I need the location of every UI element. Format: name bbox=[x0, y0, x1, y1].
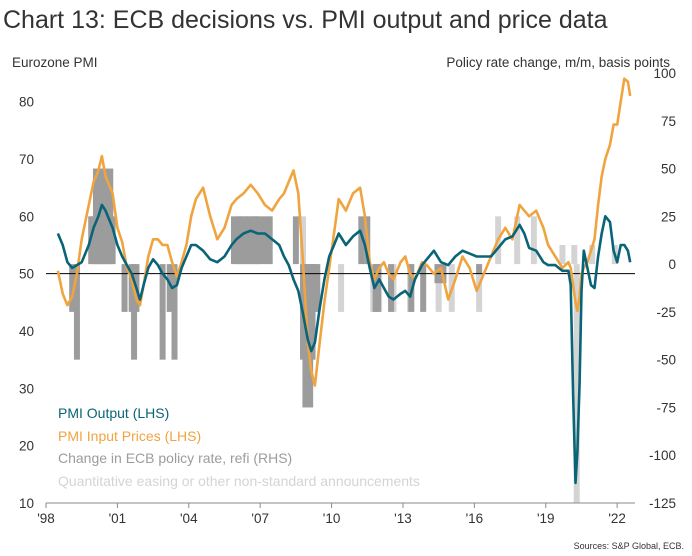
qe-bar-13 bbox=[571, 245, 578, 265]
x-tick-label: '01 bbox=[109, 511, 127, 526]
right-tick-label: -50 bbox=[656, 353, 676, 368]
right-tick-label: -25 bbox=[656, 305, 676, 320]
rate-bar-29 bbox=[292, 216, 299, 265]
rate-bar-37 bbox=[358, 216, 365, 265]
x-tick-label: '16 bbox=[466, 511, 484, 526]
right-tick-label: 25 bbox=[661, 209, 676, 224]
right-tick-label: -75 bbox=[656, 400, 676, 415]
source-note: Sources: S&P Global, ECB. bbox=[574, 541, 684, 551]
right-tick-label: -125 bbox=[649, 496, 676, 511]
x-tick-label: '98 bbox=[37, 511, 55, 526]
x-tick-label: '19 bbox=[537, 511, 555, 526]
right-tick-label: -100 bbox=[649, 448, 676, 463]
rate-bar-21 bbox=[238, 216, 245, 265]
rate-bar-26 bbox=[255, 216, 262, 265]
chart-title: Chart 13: ECB decisions vs. PMI output a… bbox=[3, 6, 608, 34]
rate-bar-34 bbox=[309, 264, 316, 360]
left-tick-label: 30 bbox=[19, 381, 34, 396]
legend-qe-announcements: Quantitative easing or other non-standar… bbox=[58, 473, 420, 489]
x-tick-label: '22 bbox=[608, 511, 626, 526]
right-axis-ticks: -125 -100 -75 -50 -25 0 25 50 75 100 bbox=[649, 66, 676, 511]
series-line-pmi-input-prices bbox=[56, 77, 632, 387]
rate-bar-14 bbox=[131, 264, 138, 360]
qe-bar-10 bbox=[514, 216, 521, 265]
left-tick-label: 10 bbox=[19, 496, 34, 511]
right-tick-label: 100 bbox=[653, 66, 676, 81]
rate-bar-18 bbox=[171, 264, 178, 360]
legend-policy-rate-change: Change in ECB policy rate, refi (RHS) bbox=[58, 450, 292, 466]
right-tick-label: 50 bbox=[661, 162, 676, 177]
left-tick-label: 20 bbox=[19, 439, 34, 454]
qe-bar-6 bbox=[435, 264, 442, 312]
left-tick-label: 40 bbox=[19, 324, 34, 339]
rate-bar-28 bbox=[266, 216, 273, 265]
left-tick-label: 50 bbox=[19, 267, 34, 282]
qe-bar-0 bbox=[300, 216, 307, 265]
qe-bar-15 bbox=[589, 245, 596, 265]
rate-bar-43 bbox=[420, 264, 427, 312]
right-tick-label: 0 bbox=[668, 257, 676, 272]
rate-bar-11 bbox=[109, 216, 116, 265]
rate-bar-17 bbox=[166, 264, 173, 312]
rate-bar-27 bbox=[261, 216, 268, 265]
rate-bar-12 bbox=[121, 264, 128, 312]
rate-bar-41 bbox=[388, 264, 395, 312]
x-tick-label: '13 bbox=[394, 511, 412, 526]
left-tick-label: 80 bbox=[19, 95, 34, 110]
rate-bar-25 bbox=[252, 216, 259, 265]
rate-bar-23 bbox=[245, 216, 252, 265]
rate-bar-36 bbox=[314, 264, 321, 312]
left-tick-label: 70 bbox=[19, 152, 34, 167]
legend-pmi-output: PMI Output (LHS) bbox=[58, 405, 169, 421]
rate-bar-1 bbox=[73, 264, 80, 360]
qe-bar-14 bbox=[573, 264, 580, 503]
qe-bars-layer bbox=[300, 216, 618, 503]
rate-bar-0 bbox=[69, 264, 76, 312]
legend: PMI Output (LHS) PMI Input Prices (LHS) … bbox=[58, 405, 420, 489]
series-line-pmi-output bbox=[56, 203, 632, 485]
right-axis-label: Policy rate change, m/m, basis points bbox=[446, 55, 670, 70]
x-tick-label: '07 bbox=[251, 511, 269, 526]
qe-bar-1 bbox=[338, 264, 345, 312]
x-axis-ticks: '98 '01 '04 '07 '10 '13 '16 '19 '22 bbox=[37, 503, 626, 526]
left-axis-label: Eurozone PMI bbox=[12, 55, 98, 70]
left-tick-label: 60 bbox=[19, 209, 34, 224]
rate-bar-46 bbox=[476, 264, 483, 274]
left-axis-ticks: 10 20 30 40 50 60 70 80 bbox=[19, 95, 34, 511]
right-tick-label: 75 bbox=[661, 114, 676, 129]
series-lines-layer bbox=[56, 77, 632, 485]
x-tick-label: '10 bbox=[323, 511, 341, 526]
rate-bar-16 bbox=[159, 264, 166, 360]
qe-bar-12 bbox=[559, 245, 566, 265]
x-tick-label: '04 bbox=[180, 511, 198, 526]
rate-bar-40 bbox=[374, 264, 381, 312]
qe-bar-11 bbox=[530, 216, 537, 265]
legend-pmi-input-prices: PMI Input Prices (LHS) bbox=[58, 428, 201, 444]
